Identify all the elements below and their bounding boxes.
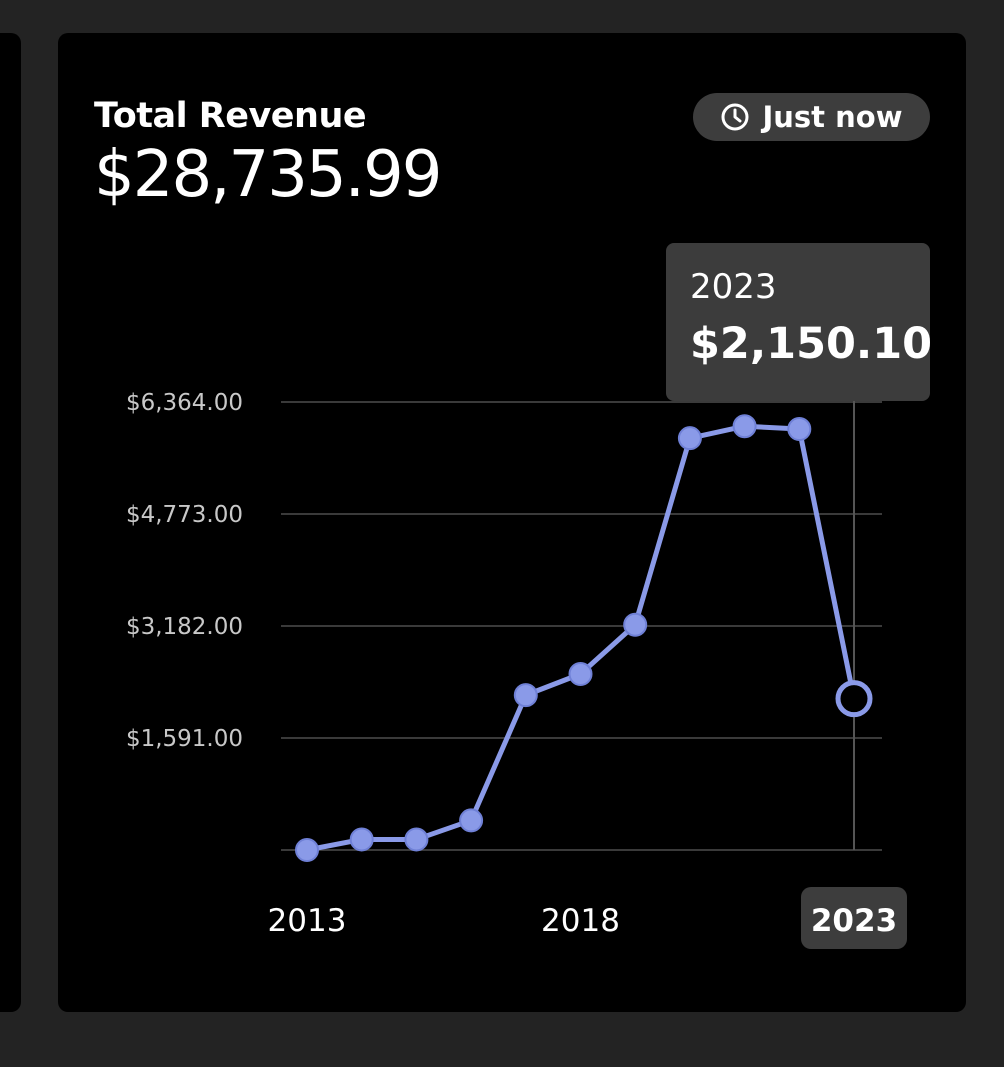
x-axis-ticks: 2013 2018 2023 bbox=[268, 887, 907, 949]
data-point-selected[interactable] bbox=[835, 680, 873, 718]
x-tick-selected-bg bbox=[801, 887, 907, 949]
clock-icon bbox=[721, 103, 749, 131]
tooltip-year: 2023 bbox=[690, 267, 777, 307]
data-point[interactable] bbox=[732, 414, 757, 439]
y-tick-label: $1,591.00 bbox=[126, 726, 243, 752]
tooltip-value: $2,150.10 bbox=[690, 319, 933, 369]
data-point[interactable] bbox=[295, 838, 319, 862]
revenue-card bbox=[58, 33, 966, 1012]
data-point[interactable] bbox=[459, 808, 484, 833]
data-point[interactable] bbox=[568, 662, 593, 687]
previous-card[interactable] bbox=[0, 33, 21, 1012]
series-line-path bbox=[306, 423, 857, 853]
x-tick-label[interactable]: 2013 bbox=[268, 903, 347, 939]
chart-tooltip: 2023 $2,150.10 bbox=[666, 243, 933, 401]
y-tick-label: $4,773.00 bbox=[126, 502, 243, 528]
x-tick-label[interactable]: 2018 bbox=[541, 903, 620, 939]
y-tick-label: $6,364.00 bbox=[126, 390, 243, 416]
series-line bbox=[306, 423, 857, 853]
y-axis-ticks: $1,591.00 $3,182.00 $4,773.00 $6,364.00 bbox=[126, 390, 243, 752]
last-updated-pill[interactable]: Just now bbox=[693, 93, 930, 141]
data-point[interactable] bbox=[623, 612, 648, 637]
total-revenue-value: $28,735.99 bbox=[94, 138, 442, 212]
data-point[interactable] bbox=[349, 827, 374, 852]
last-updated-label: Just now bbox=[762, 100, 903, 134]
data-point[interactable] bbox=[677, 426, 702, 451]
grid-lines bbox=[281, 401, 882, 851]
card-title: Total Revenue bbox=[94, 96, 367, 136]
data-point[interactable] bbox=[404, 827, 429, 852]
data-point[interactable] bbox=[787, 417, 812, 442]
x-tick-label-selected[interactable]: 2023 bbox=[811, 903, 897, 939]
y-tick-label: $3,182.00 bbox=[126, 614, 243, 640]
data-point[interactable] bbox=[513, 683, 538, 708]
data-points bbox=[295, 414, 873, 862]
